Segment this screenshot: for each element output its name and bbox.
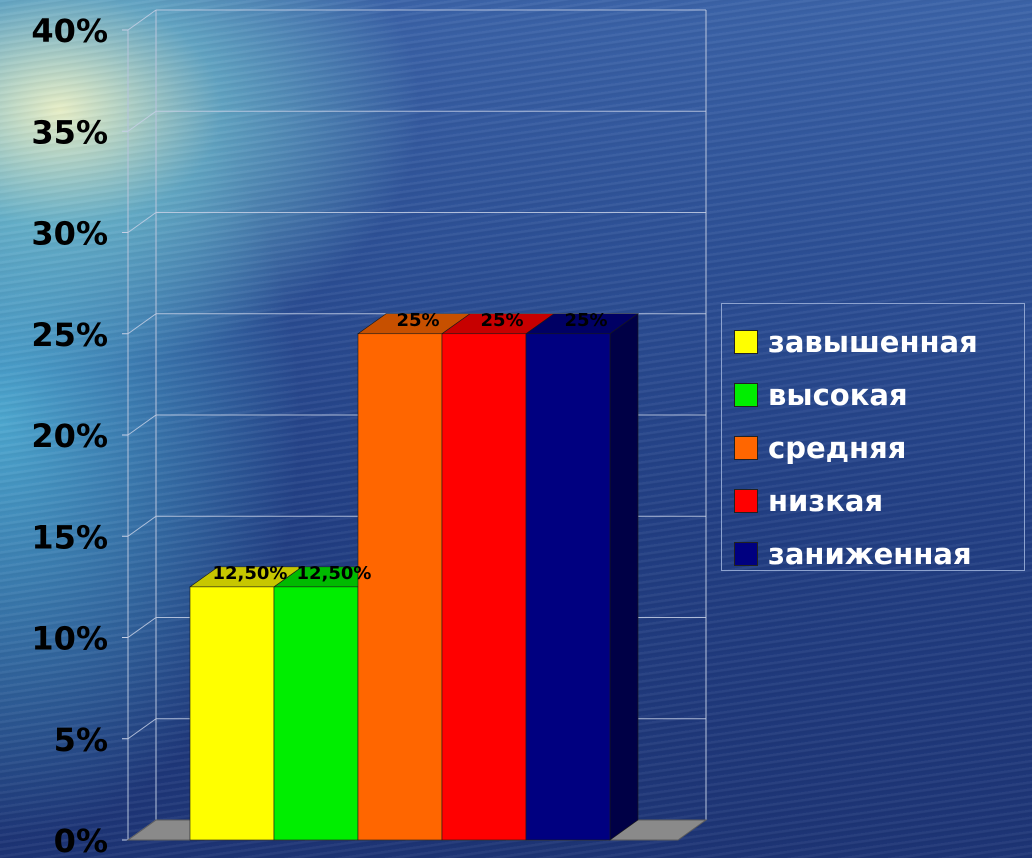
- legend-label: заниженная: [768, 536, 972, 571]
- bar-заниженная: [525, 313, 639, 841]
- legend-label: завышенная: [768, 324, 978, 359]
- legend-label: низкая: [768, 483, 884, 518]
- legend-item-низкая: низкая: [734, 474, 1024, 527]
- legend-item-средняя: средняя: [734, 421, 1024, 474]
- gridline-side: [127, 617, 157, 638]
- data-label: 12,50%: [297, 563, 372, 584]
- y-tick-label: 5%: [54, 721, 108, 759]
- y-tick-label: 10%: [31, 620, 108, 658]
- y-tick-label: 20%: [31, 417, 108, 455]
- legend-swatch: [734, 541, 758, 566]
- data-label: 25%: [480, 310, 523, 331]
- legend-swatch: [734, 435, 758, 460]
- legend-swatch: [734, 382, 758, 407]
- bar-средняя: [357, 313, 471, 841]
- legend: завышенная высокая средняя низкая заниже…: [721, 303, 1025, 571]
- y-tick-label: 15%: [31, 518, 108, 556]
- bar-завышенная: [189, 566, 303, 841]
- y-tick-label: 30%: [31, 215, 108, 253]
- bars: [189, 313, 639, 841]
- legend-item-высокая: высокая: [734, 368, 1024, 421]
- data-labels: 12,50% 12,50% 25% 25% 25%: [213, 310, 608, 584]
- gridline-side: [127, 313, 157, 335]
- data-label: 25%: [396, 310, 439, 331]
- gridline-side: [127, 718, 157, 740]
- bar-front-face: [525, 333, 611, 841]
- bar-front-face: [273, 586, 359, 841]
- y-tick-label: 35%: [31, 113, 108, 151]
- bar-front-face: [189, 586, 275, 841]
- legend-label: средняя: [768, 430, 907, 465]
- legend-swatch: [734, 329, 758, 354]
- y-tick-label: 40%: [31, 12, 108, 50]
- bar-side-face: [609, 313, 639, 841]
- legend-item-заниженная: заниженная: [734, 527, 1024, 580]
- gridline-side: [127, 515, 157, 537]
- gridline-side: [127, 212, 157, 233]
- data-label: 12,50%: [213, 563, 288, 584]
- data-label: 25%: [564, 310, 607, 331]
- gridline-side: [127, 110, 157, 132]
- legend-swatch: [734, 488, 758, 513]
- gridline-side: [127, 414, 157, 436]
- y-tick-label: 25%: [31, 316, 108, 354]
- bar-front-face: [357, 333, 443, 841]
- y-tick-label: 0%: [54, 822, 108, 858]
- bar-низкая: [441, 313, 555, 841]
- bar-front-face: [441, 333, 527, 841]
- legend-label: высокая: [768, 377, 908, 412]
- legend-item-завышенная: завышенная: [734, 315, 1024, 368]
- gridline-side: [127, 9, 157, 31]
- y-axis-tick-labels: 0% 5% 10% 15% 20% 25% 30% 35% 40%: [31, 12, 108, 858]
